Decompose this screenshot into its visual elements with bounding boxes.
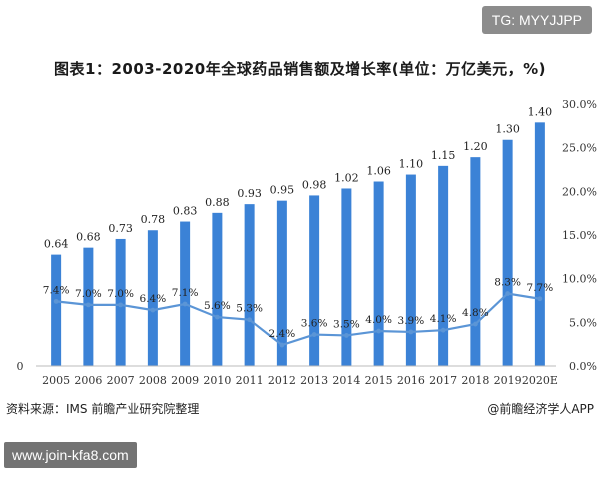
growth-point-2015 xyxy=(376,328,382,334)
growth-point-2014 xyxy=(343,333,349,338)
bar-label-2019: 1.30 xyxy=(495,123,520,136)
right-axis-tick-3: 15.0% xyxy=(562,229,597,242)
x-tick-2016: 2016 xyxy=(397,374,425,387)
bar-2008 xyxy=(147,230,158,366)
growth-point-2017 xyxy=(440,327,446,333)
x-tick-2011: 2011 xyxy=(236,374,264,387)
bar-label-2007: 0.73 xyxy=(108,222,133,235)
x-tick-2005: 2005 xyxy=(42,374,70,387)
source-note: 资料来源：IMS 前瞻产业研究院整理 xyxy=(6,402,200,416)
growth-point-2010 xyxy=(214,314,220,320)
bar-2010 xyxy=(212,212,223,366)
x-tick-2010: 2010 xyxy=(203,374,231,387)
bar-2013 xyxy=(309,195,320,366)
growth-point-2018 xyxy=(472,321,478,327)
growth-point-2005 xyxy=(53,298,59,304)
bar-label-2018: 1.20 xyxy=(463,140,488,153)
growth-point-2006 xyxy=(85,302,91,308)
growth-label-2016: 3.9% xyxy=(398,315,425,327)
bar-label-2014: 1.02 xyxy=(334,171,359,184)
growth-label-2013: 3.6% xyxy=(301,318,328,330)
x-tick-2017: 2017 xyxy=(429,374,457,387)
x-tick-2019: 2019 xyxy=(494,374,522,387)
growth-point-2020E xyxy=(537,296,543,302)
x-tick-2012: 2012 xyxy=(268,374,296,387)
growth-point-2016 xyxy=(408,329,414,335)
growth-label-2008: 6.4% xyxy=(140,293,167,305)
bar-label-2016: 1.10 xyxy=(399,158,424,171)
bar-2015 xyxy=(373,181,384,366)
x-tick-2018: 2018 xyxy=(461,374,489,387)
growth-point-2019 xyxy=(505,291,511,296)
x-tick-2009: 2009 xyxy=(171,374,199,387)
x-tick-2020E: 2020E xyxy=(522,374,558,387)
bar-2014 xyxy=(341,188,352,366)
bar-2012 xyxy=(276,200,287,366)
x-tick-2007: 2007 xyxy=(107,374,135,387)
growth-point-2012 xyxy=(279,342,285,348)
bar-label-2015: 1.06 xyxy=(366,165,391,178)
growth-label-2015: 4.0% xyxy=(365,314,392,326)
bar-label-2006: 0.68 xyxy=(76,231,101,244)
x-tick-2013: 2013 xyxy=(300,374,328,387)
growth-label-2017: 4.1% xyxy=(430,313,457,325)
x-tick-2008: 2008 xyxy=(139,374,167,387)
bar-label-2009: 0.83 xyxy=(173,205,198,218)
left-axis-tick-0: 0 xyxy=(17,360,24,373)
bar-2020E xyxy=(534,122,545,366)
bar-label-2010: 0.88 xyxy=(205,196,230,209)
x-tick-2006: 2006 xyxy=(74,374,102,387)
growth-label-2006: 7.0% xyxy=(75,288,102,300)
credit-note: @前瞻经济学人APP xyxy=(487,402,594,416)
growth-line xyxy=(56,292,541,347)
right-axis-tick-6: 30.0% xyxy=(562,98,597,111)
bar-2011 xyxy=(244,204,255,366)
chart-title: 图表1：2003-2020年全球药品销售额及增长率(单位：万亿美元，%) xyxy=(54,60,546,78)
bar-2005 xyxy=(51,254,62,366)
bar-2009 xyxy=(180,221,191,366)
growth-label-2014: 3.5% xyxy=(333,318,360,330)
bar-2018 xyxy=(470,157,481,366)
bar-2019 xyxy=(502,139,513,366)
x-tick-2015: 2015 xyxy=(365,374,393,387)
watermark-url: www.join-kfa8.com xyxy=(4,442,137,468)
x-tick-2014: 2014 xyxy=(332,374,360,387)
bar-2016 xyxy=(405,174,416,366)
channel-badge: TG: MYYJJPP xyxy=(481,6,592,34)
growth-label-2009: 7.1% xyxy=(172,287,199,299)
chart-canvas: 0.64 0.68 0.73 0.78 0.83 0.88 0.93 0.95 0.98 1.02… xyxy=(17,98,598,387)
growth-label-2007: 7.0% xyxy=(107,288,134,300)
growth-point-2008 xyxy=(150,307,156,313)
bar-label-2017: 1.15 xyxy=(431,149,456,162)
growth-label-2011: 5.3% xyxy=(236,303,263,315)
growth-label-2018: 4.8% xyxy=(462,307,489,319)
bar-label-2008: 0.78 xyxy=(141,213,166,226)
growth-label-2019: 8.3% xyxy=(494,277,521,289)
growth-label-2020E: 7.7% xyxy=(527,282,554,294)
right-axis-tick-1: 5.0% xyxy=(569,316,597,329)
growth-point-2013 xyxy=(311,332,317,337)
bar-label-2020E: 1.40 xyxy=(528,105,553,118)
bar-label-2013: 0.98 xyxy=(302,178,327,191)
growth-point-2009 xyxy=(182,301,188,307)
right-axis-tick-4: 20.0% xyxy=(562,185,597,198)
growth-label-2005: 7.4% xyxy=(43,284,70,296)
bar-label-2011: 0.93 xyxy=(237,187,262,200)
bar-label-2005: 0.64 xyxy=(44,238,69,251)
bar-2017 xyxy=(438,165,449,366)
right-axis-tick-5: 25.0% xyxy=(562,142,597,155)
growth-point-2011 xyxy=(247,317,253,323)
bar-label-2012: 0.95 xyxy=(270,184,295,197)
right-axis-tick-2: 10.0% xyxy=(562,273,597,286)
growth-label-2010: 5.6% xyxy=(204,300,231,312)
right-axis-tick-0: 0.0% xyxy=(569,360,597,373)
growth-label-2012: 2.4% xyxy=(269,328,296,340)
growth-point-2007 xyxy=(118,302,124,308)
